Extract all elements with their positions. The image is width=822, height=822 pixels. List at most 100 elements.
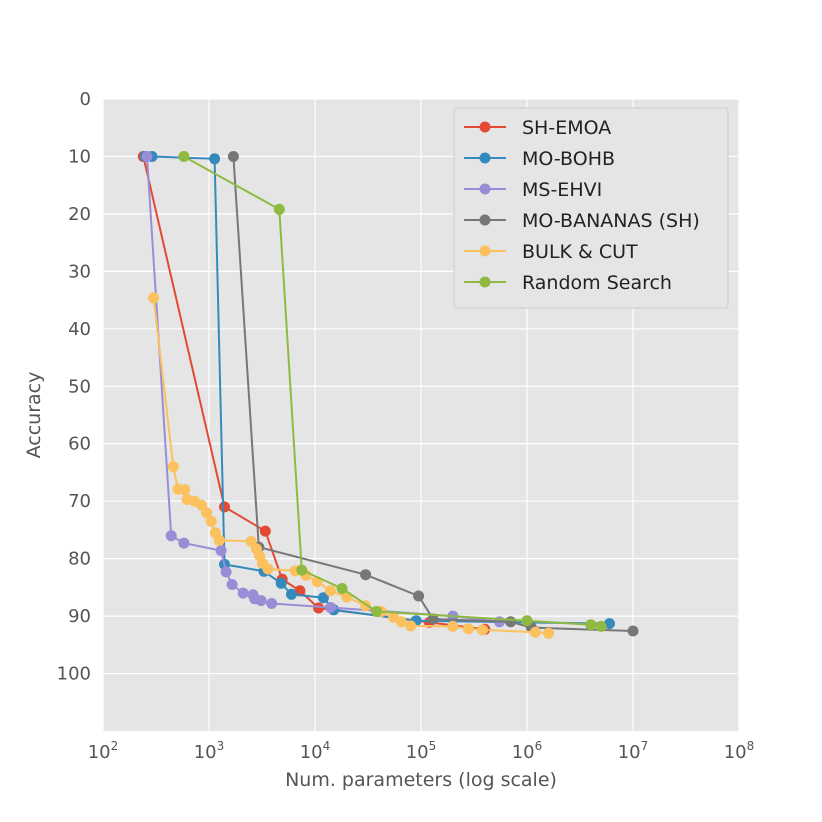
data-point	[259, 525, 271, 537]
legend-marker	[479, 214, 491, 226]
series-random-search	[178, 151, 607, 632]
data-point	[585, 619, 597, 631]
y-tick-label: 90	[68, 606, 91, 627]
data-point	[447, 620, 459, 632]
data-point	[296, 564, 308, 576]
legend-label: Random Search	[522, 272, 672, 294]
x-tick-exponent: 7	[641, 739, 649, 753]
data-point	[273, 203, 285, 215]
data-point	[237, 587, 249, 599]
series-line	[183, 155, 602, 628]
x-tick-base: 10	[194, 742, 217, 763]
x-axis-label: Num. parameters (log scale)	[285, 769, 557, 791]
x-tick-labels: 102 103 104 105 106 107 108	[88, 739, 755, 763]
legend-label: SH-EMOA	[522, 117, 611, 139]
data-point	[179, 484, 191, 496]
y-tick-labels: 0 10 20 30 40 50 60 70 80 90 100	[57, 89, 91, 685]
x-tick-base: 10	[88, 742, 111, 763]
x-tick-base: 10	[724, 742, 747, 763]
y-tick-label: 30	[68, 261, 91, 282]
x-tick-exponent: 2	[111, 739, 119, 753]
data-point	[595, 620, 607, 632]
x-tick-label: 105	[406, 739, 437, 763]
data-point	[529, 626, 541, 638]
x-tick-label: 108	[724, 739, 755, 763]
legend-label: MO-BOHB	[522, 148, 615, 170]
data-point	[262, 563, 274, 575]
legend: SH-EMOA MO-BOHB MS-EHVI MO-BANANAS (SH) BULK…	[453, 107, 729, 309]
y-tick-label: 40	[68, 319, 91, 340]
data-point	[543, 627, 555, 639]
x-tick-label: 103	[194, 739, 225, 763]
legend-marker	[479, 152, 491, 164]
data-point	[205, 515, 217, 527]
data-point	[360, 569, 372, 581]
data-point	[413, 590, 425, 602]
y-tick-label: 100	[57, 664, 91, 685]
x-tick-exponent: 5	[429, 739, 437, 753]
y-tick-label: 10	[68, 146, 91, 167]
legend-label: MS-EHVI	[522, 179, 602, 201]
x-tick-exponent: 3	[217, 739, 225, 753]
x-tick-base: 10	[618, 742, 641, 763]
data-point	[209, 153, 221, 165]
x-tick-exponent: 8	[747, 739, 755, 753]
data-point	[462, 623, 474, 635]
data-point	[604, 618, 615, 630]
data-point	[178, 151, 190, 162]
data-point	[227, 151, 239, 162]
x-tick-base: 10	[406, 742, 429, 763]
x-tick-label: 106	[512, 739, 543, 763]
data-point	[165, 530, 177, 542]
x-tick-label: 104	[300, 739, 331, 763]
legend-label: BULK & CUT	[522, 241, 638, 263]
data-point	[148, 292, 160, 304]
data-point	[226, 579, 238, 590]
data-point	[325, 602, 336, 613]
data-point	[178, 537, 190, 549]
y-axis-label: Accuracy	[23, 372, 45, 459]
x-tick-label: 107	[618, 739, 649, 763]
legend-box	[453, 107, 729, 309]
x-tick-base: 10	[300, 742, 323, 763]
data-point	[266, 598, 278, 609]
data-point	[313, 602, 324, 614]
y-tick-label: 50	[68, 376, 91, 397]
data-point	[427, 613, 439, 625]
data-point	[213, 534, 225, 546]
data-point	[477, 624, 488, 636]
data-point	[405, 620, 417, 632]
x-tick-exponent: 4	[323, 739, 331, 753]
data-point	[219, 501, 230, 513]
data-point	[325, 585, 336, 597]
data-point	[286, 588, 297, 600]
y-tick-label: 70	[68, 491, 91, 512]
data-point	[275, 577, 287, 589]
data-point	[201, 507, 213, 519]
y-tick-label: 60	[68, 434, 91, 455]
series-layer	[137, 151, 639, 639]
data-point	[371, 606, 382, 617]
data-point	[215, 545, 227, 557]
data-point	[521, 615, 533, 627]
legend-label: MO-BANANAS (SH)	[522, 210, 700, 232]
data-point	[336, 583, 348, 594]
x-tick-exponent: 6	[535, 739, 543, 753]
x-tick-base: 10	[512, 742, 535, 763]
data-point	[294, 585, 306, 597]
legend-marker	[479, 183, 491, 195]
y-tick-label: 0	[80, 89, 91, 110]
data-point	[167, 461, 179, 473]
legend-marker	[479, 276, 491, 288]
data-point	[395, 616, 407, 628]
data-point	[220, 566, 232, 578]
data-point	[255, 595, 267, 607]
data-point	[627, 625, 639, 637]
y-tick-label: 80	[68, 549, 91, 570]
legend-marker	[479, 245, 491, 257]
y-tick-label: 20	[68, 204, 91, 225]
data-point	[141, 151, 153, 162]
legend-marker	[479, 121, 491, 133]
